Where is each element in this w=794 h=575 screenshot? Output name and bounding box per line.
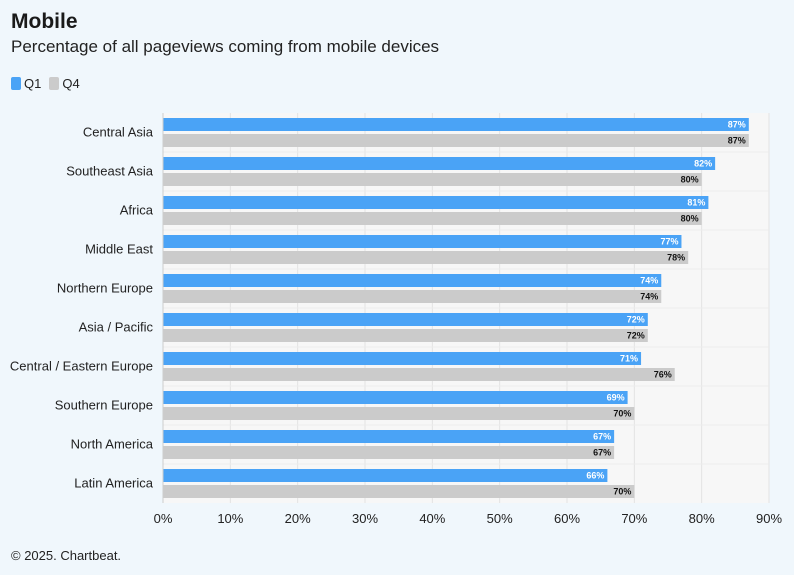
chart-title: Mobile (11, 10, 78, 33)
category-label: Central / Eastern Europe (10, 359, 153, 374)
bar-q4 (163, 407, 635, 420)
bar-q1 (163, 196, 709, 209)
value-label: 70% (613, 487, 631, 497)
value-label: 72% (627, 315, 645, 325)
value-label: 74% (640, 276, 658, 286)
bar-q4 (163, 212, 702, 225)
value-label: 70% (613, 409, 631, 419)
x-tick-label: 60% (554, 511, 580, 526)
category-label: Africa (120, 203, 154, 218)
bar-q1 (163, 118, 749, 131)
bar-q4 (163, 290, 662, 303)
x-tick-label: 90% (756, 511, 782, 526)
value-label: 76% (654, 370, 672, 380)
x-tick-label: 0% (154, 511, 173, 526)
legend: Q1 Q4 (11, 76, 88, 91)
legend-item-q1[interactable]: Q1 (11, 76, 41, 91)
category-label: Latin America (74, 476, 154, 491)
bar-q4 (163, 134, 749, 147)
category-label: North America (71, 437, 154, 452)
value-label: 87% (728, 136, 746, 146)
bar-q1 (163, 391, 628, 404)
category-label: Southern Europe (55, 398, 153, 413)
category-label: Middle East (85, 242, 153, 257)
x-tick-label: 20% (285, 511, 311, 526)
value-label: 72% (627, 331, 645, 341)
bar-q4 (163, 329, 648, 342)
legend-swatch-q4 (49, 77, 60, 90)
value-label: 69% (607, 393, 625, 403)
legend-label-q4: Q4 (62, 76, 80, 91)
x-tick-label: 50% (487, 511, 513, 526)
category-label: Asia / Pacific (79, 320, 154, 335)
value-label: 80% (681, 175, 699, 185)
bar-q1 (163, 313, 648, 326)
bar-q1 (163, 430, 615, 443)
value-label: 66% (586, 471, 604, 481)
bar-q4 (163, 251, 689, 264)
chart-subtitle: Percentage of all pageviews coming from … (11, 37, 440, 56)
x-tick-label: 10% (217, 511, 243, 526)
value-label: 78% (667, 253, 685, 263)
value-label: 87% (728, 120, 746, 130)
value-label: 74% (640, 292, 658, 302)
bar-q1 (163, 157, 716, 170)
value-label: 80% (681, 214, 699, 224)
bar-q1 (163, 235, 682, 248)
bar-q1 (163, 274, 662, 287)
value-label: 82% (694, 159, 712, 169)
footer-credit: © 2025. Chartbeat. (11, 548, 122, 563)
value-label: 67% (593, 448, 611, 458)
bar-q4 (163, 446, 615, 459)
value-label: 67% (593, 432, 611, 442)
category-label: Central Asia (83, 125, 154, 140)
category-label: Northern Europe (57, 281, 153, 296)
x-tick-label: 40% (419, 511, 445, 526)
value-label: 71% (620, 354, 638, 364)
bar-q4 (163, 173, 702, 186)
bar-q4 (163, 485, 635, 498)
legend-label-q1: Q1 (24, 76, 42, 91)
bar-q4 (163, 368, 675, 381)
x-tick-label: 80% (689, 511, 715, 526)
bar-q1 (163, 352, 642, 365)
value-label: 81% (687, 198, 705, 208)
bar-q1 (163, 469, 608, 482)
category-label: Southeast Asia (66, 164, 153, 179)
x-tick-label: 70% (621, 511, 647, 526)
legend-swatch-q1 (11, 77, 21, 90)
legend-item-q4[interactable]: Q4 (49, 76, 80, 91)
value-label: 77% (660, 237, 678, 247)
x-tick-label: 30% (352, 511, 378, 526)
